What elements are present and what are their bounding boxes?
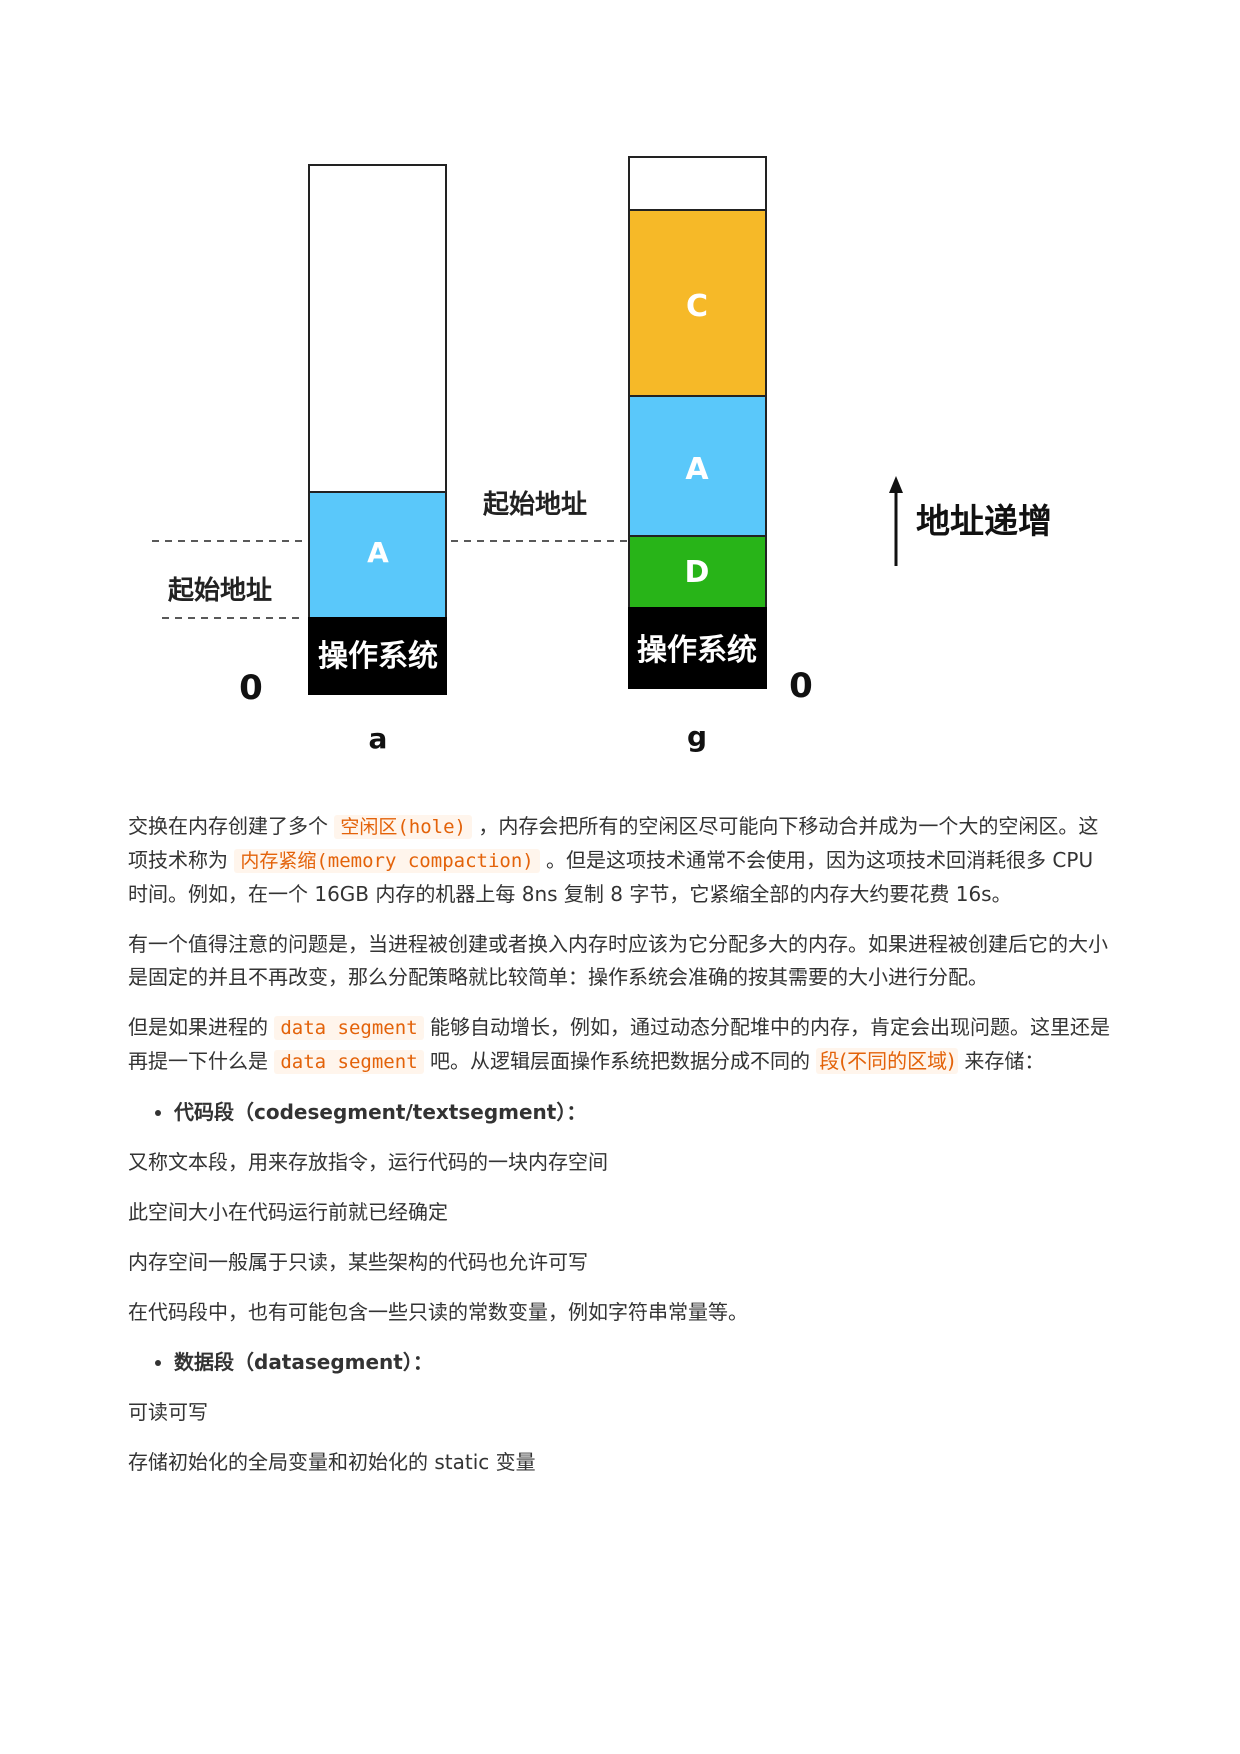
- code-segment-line-2: 此空间大小在代码运行前就已经确定: [128, 1200, 448, 1224]
- term-memory-compaction: 内存紧缩(memory compaction): [234, 849, 540, 873]
- paragraph-swap-compaction: 交换在内存创建了多个 空闲区(hole) ，内存会把所有的空闲区尽可能向下移动合…: [128, 814, 1099, 906]
- address-increase-label: 地址递增: [916, 502, 1052, 542]
- memory-column-a: A 操作系统: [308, 164, 447, 695]
- memory-compaction-diagram: A 操作系统 起始地址 0 a C A D 操作系统 起始地址 0 g 地址递增: [152, 156, 1052, 755]
- os-block-a: [308, 617, 447, 695]
- term-segment: 段(不同的区域): [816, 1048, 958, 1074]
- code-segment-line-4: 在代码段中，也有可能包含一些只读的常数变量，例如字符串常量等。: [128, 1300, 748, 1324]
- process-a-block-g: [628, 395, 767, 537]
- process-a-label: A: [367, 536, 389, 569]
- term-data-segment-2: data segment: [274, 1050, 424, 1074]
- data-segment-line-1: 可读可写: [128, 1400, 208, 1424]
- os-block-g: [628, 607, 767, 689]
- memory-column-g: C A D 操作系统: [628, 156, 767, 689]
- caption-g: g: [687, 720, 707, 753]
- paragraph-data-segment: 但是如果进程的 data segment 能够自动增长，例如，通过动态分配堆中的…: [128, 1015, 1110, 1074]
- bullet-code-segment: 代码段（codesegment/textsegment）：: [174, 1096, 1118, 1129]
- process-a-label-g: A: [685, 452, 709, 487]
- paragraph-allocation-size: 有一个值得注意的问题是，当进程被创建或者换入内存时应该为它分配多大的内存。如果进…: [128, 932, 1108, 989]
- code-segment-line-1: 又称文本段，用来存放指令，运行代码的一块内存空间: [128, 1150, 608, 1174]
- start-address-label-left: 起始地址: [168, 576, 272, 606]
- zero-label-left: 0: [239, 668, 263, 708]
- bullet-data-segment: 数据段（datasegment）：: [174, 1346, 1118, 1379]
- process-c-label: C: [686, 289, 708, 324]
- os-label-g: 操作系统: [637, 633, 757, 668]
- free-space-block-a: [308, 164, 447, 493]
- code-segment-line-3: 内存空间一般属于只读，某些架构的代码也允许可写: [128, 1250, 588, 1274]
- start-address-label-right: 起始地址: [483, 490, 587, 520]
- term-data-segment-1: data segment: [274, 1016, 424, 1040]
- os-label-a: 操作系统: [318, 639, 438, 674]
- process-c-block: [628, 209, 767, 397]
- bullet-list-data-segment: 数据段（datasegment）：: [128, 1346, 1118, 1379]
- caption-a: a: [369, 722, 388, 755]
- term-hole: 空闲区(hole): [334, 815, 472, 839]
- data-segment-line-2: 存储初始化的全局变量和初始化的 static 变量: [128, 1450, 536, 1474]
- free-space-block-g: [628, 156, 767, 211]
- bullet-list-code-segment: 代码段（codesegment/textsegment）：: [128, 1096, 1118, 1129]
- process-d-label: D: [685, 555, 710, 590]
- zero-label-right: 0: [789, 666, 813, 706]
- article-body: 交换在内存创建了多个 空闲区(hole) ，内存会把所有的空闲区尽可能向下移动合…: [128, 810, 1118, 1496]
- address-increase-arrow-icon: [889, 476, 903, 566]
